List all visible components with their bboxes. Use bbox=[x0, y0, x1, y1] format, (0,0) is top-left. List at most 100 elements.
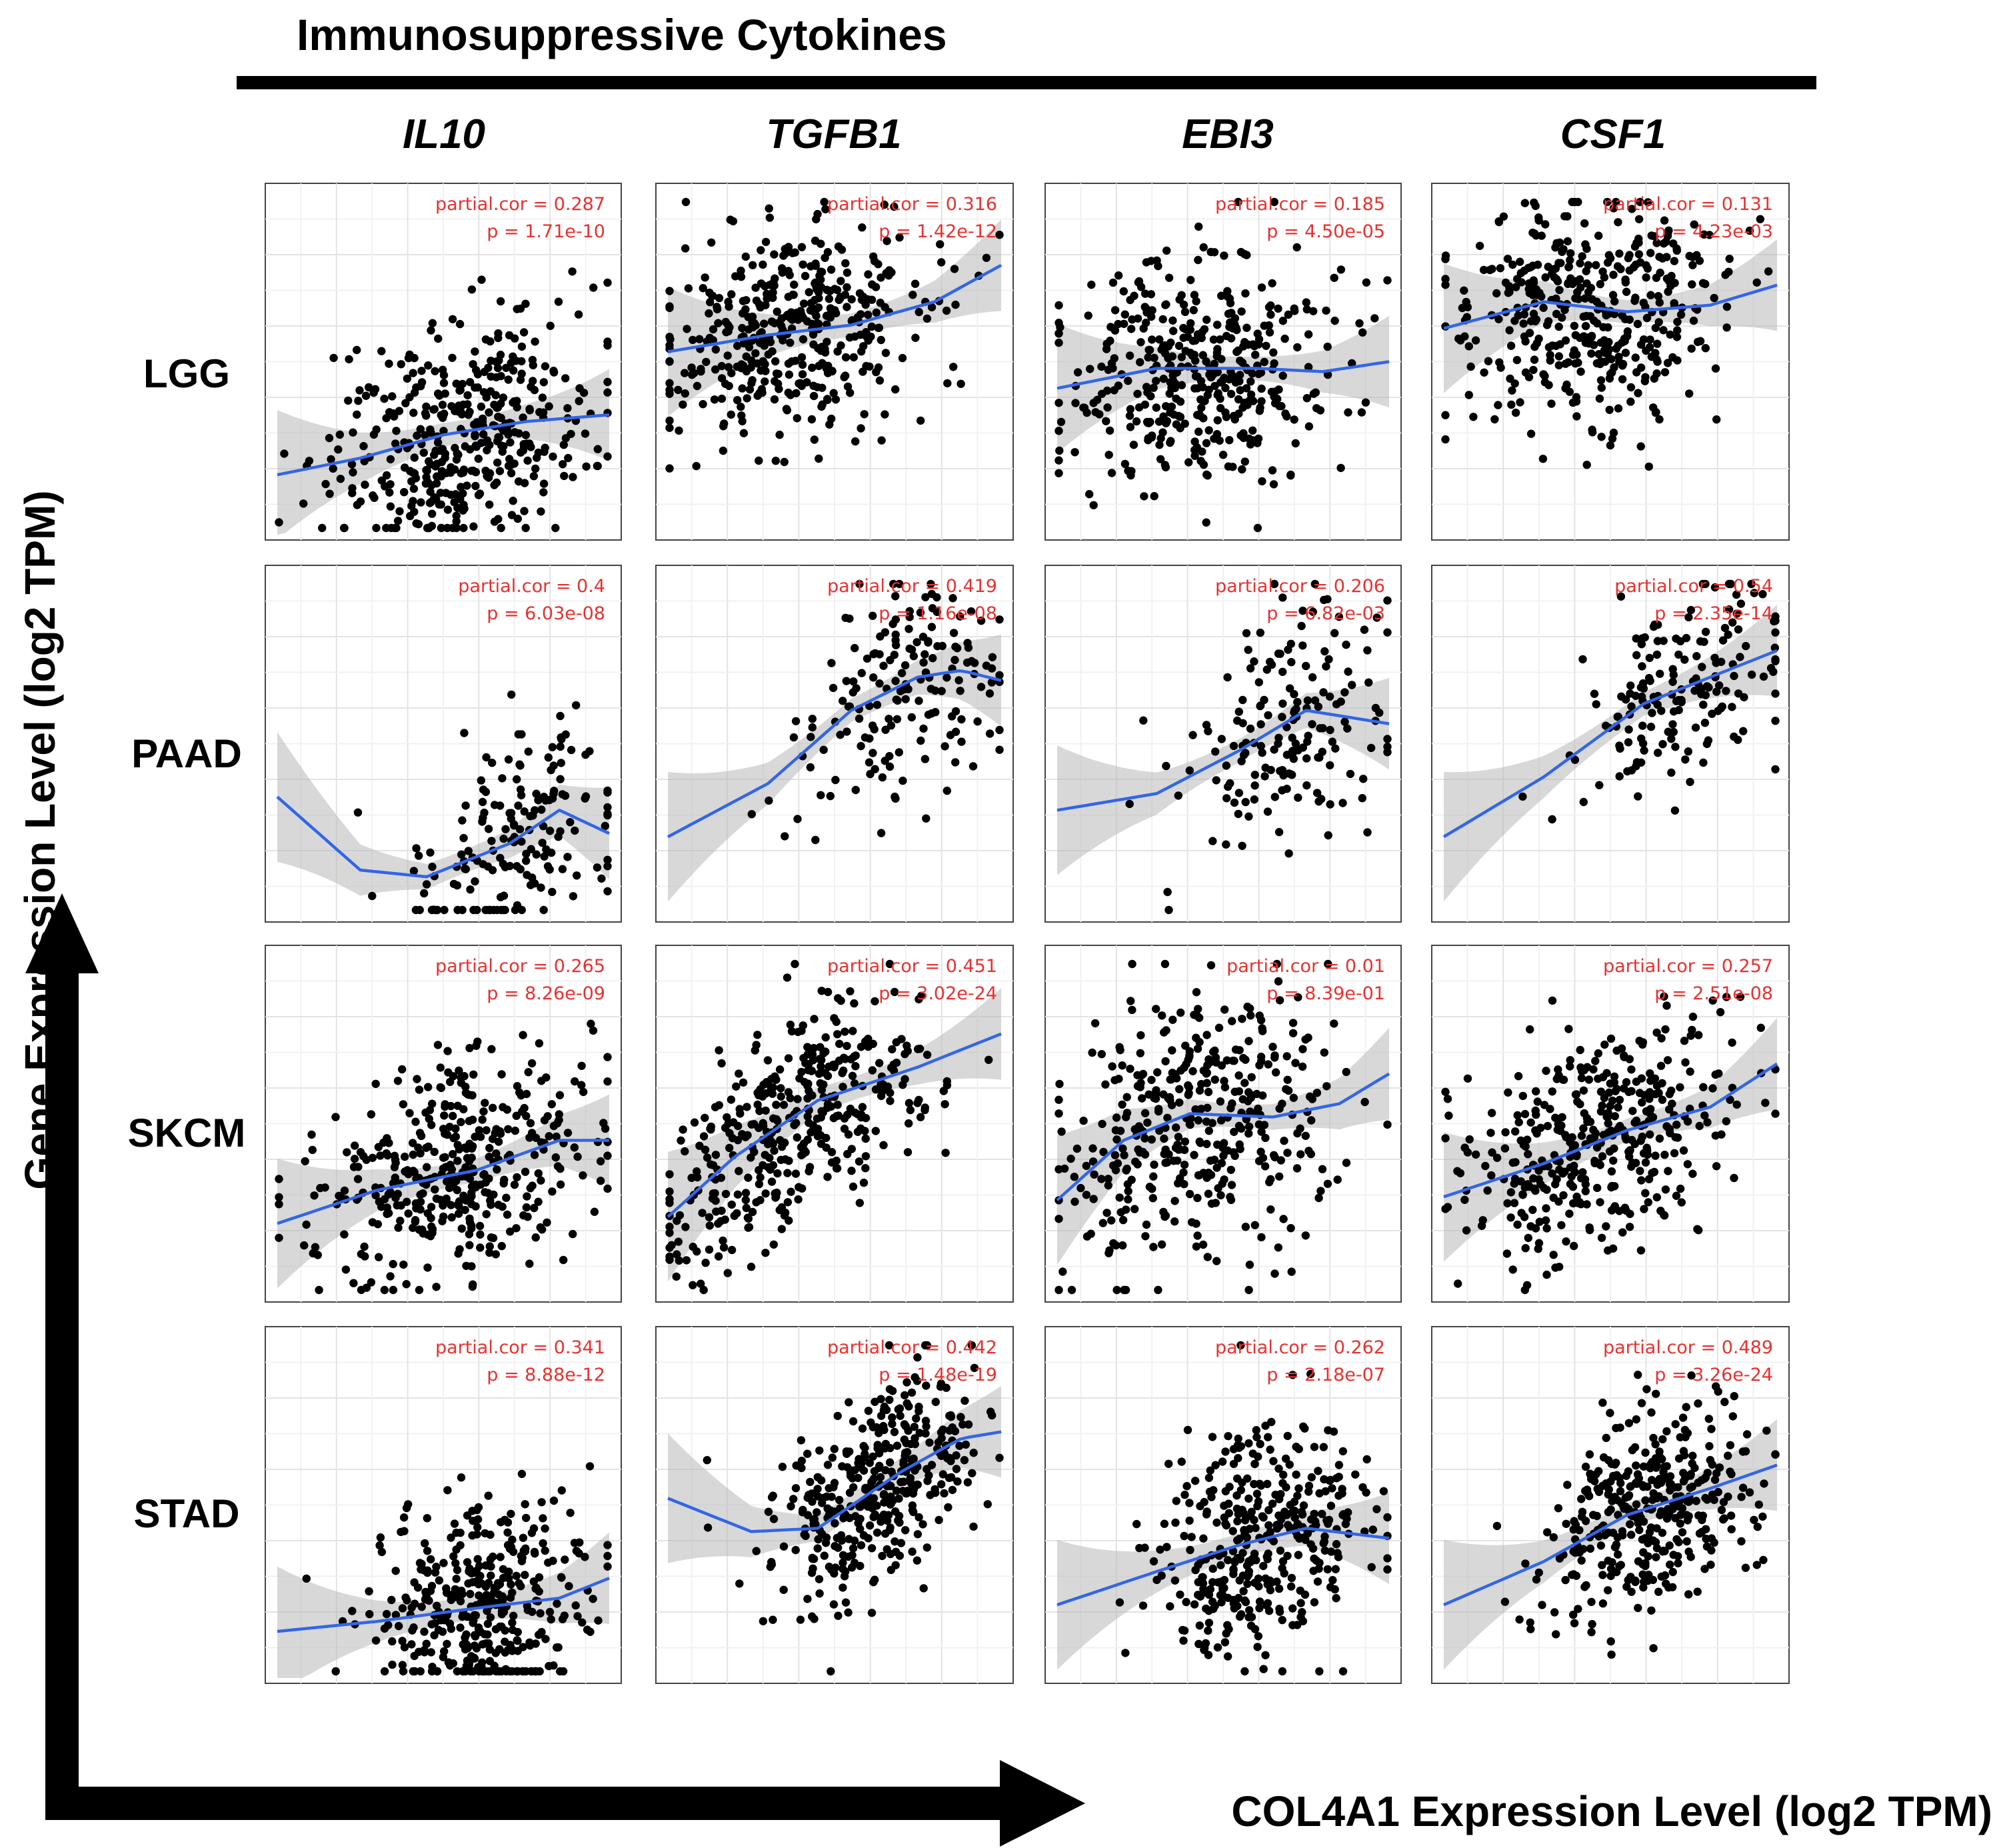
data-point bbox=[808, 723, 817, 732]
data-point bbox=[1586, 283, 1596, 293]
data-point bbox=[1236, 356, 1244, 365]
data-point bbox=[437, 1083, 446, 1093]
data-point bbox=[345, 355, 353, 364]
data-point bbox=[807, 415, 817, 424]
data-point bbox=[879, 1421, 888, 1431]
data-point bbox=[473, 418, 481, 427]
data-point bbox=[517, 448, 525, 457]
data-point bbox=[1184, 1055, 1192, 1065]
data-point bbox=[1531, 1106, 1540, 1115]
data-point bbox=[493, 905, 502, 915]
data-point bbox=[846, 987, 855, 996]
data-point bbox=[439, 1125, 448, 1133]
data-point bbox=[1718, 636, 1728, 645]
data-point bbox=[586, 1627, 595, 1636]
data-point bbox=[1216, 404, 1225, 413]
data-point bbox=[361, 1252, 369, 1261]
data-point bbox=[919, 724, 928, 733]
data-point bbox=[331, 1667, 340, 1676]
data-point bbox=[1538, 455, 1548, 463]
data-point bbox=[1170, 1217, 1179, 1226]
data-point bbox=[1559, 245, 1568, 253]
data-point bbox=[388, 1660, 397, 1669]
data-point bbox=[409, 484, 419, 493]
data-point bbox=[455, 1201, 463, 1211]
data-point bbox=[1204, 1087, 1213, 1097]
confidence-band bbox=[277, 1094, 609, 1289]
data-point bbox=[473, 1555, 482, 1563]
data-point bbox=[665, 385, 674, 395]
data-point bbox=[850, 999, 859, 1008]
data-point bbox=[559, 1255, 568, 1265]
data-point bbox=[1640, 746, 1648, 755]
data-point bbox=[708, 291, 717, 300]
data-point bbox=[1747, 579, 1756, 589]
data-point bbox=[1202, 721, 1211, 729]
data-point bbox=[985, 729, 995, 738]
data-point bbox=[960, 1456, 969, 1465]
data-point bbox=[1583, 1117, 1592, 1126]
data-point bbox=[507, 1509, 515, 1518]
data-point bbox=[881, 725, 890, 734]
data-point bbox=[850, 1559, 859, 1567]
data-point bbox=[1149, 1172, 1158, 1181]
data-point bbox=[1054, 1095, 1063, 1104]
data-point bbox=[784, 267, 793, 275]
data-point bbox=[855, 1157, 864, 1166]
data-point bbox=[1150, 492, 1158, 501]
data-point bbox=[865, 1521, 875, 1530]
data-point bbox=[469, 522, 478, 531]
data-point bbox=[855, 289, 865, 298]
data-point bbox=[774, 369, 783, 379]
data-point bbox=[1529, 1174, 1538, 1183]
data-point bbox=[422, 411, 431, 420]
data-point bbox=[405, 1109, 414, 1117]
data-point bbox=[466, 378, 475, 387]
data-point bbox=[1254, 1104, 1262, 1113]
data-point bbox=[1526, 1118, 1535, 1127]
data-point bbox=[1098, 1219, 1108, 1227]
data-point bbox=[1108, 278, 1118, 287]
data-point bbox=[1185, 766, 1194, 775]
data-point bbox=[665, 1222, 674, 1231]
data-point bbox=[988, 653, 997, 661]
data-point bbox=[318, 523, 327, 533]
data-point bbox=[1086, 365, 1094, 373]
data-point bbox=[1070, 1173, 1079, 1181]
data-point bbox=[1656, 1061, 1666, 1071]
data-point bbox=[809, 391, 819, 401]
data-point bbox=[665, 416, 674, 425]
data-point bbox=[348, 1607, 357, 1615]
data-point bbox=[1686, 777, 1694, 787]
data-point bbox=[1513, 1220, 1522, 1229]
data-point bbox=[877, 829, 886, 837]
data-point bbox=[1130, 1205, 1139, 1213]
data-point bbox=[1615, 249, 1624, 258]
data-point bbox=[1572, 277, 1580, 286]
data-point bbox=[1721, 271, 1730, 279]
data-point bbox=[1162, 1026, 1170, 1035]
data-point bbox=[443, 1177, 451, 1186]
data-point bbox=[1533, 260, 1542, 269]
data-point bbox=[1639, 335, 1648, 344]
data-point bbox=[1514, 1072, 1523, 1081]
data-point bbox=[1674, 705, 1683, 715]
data-point bbox=[1565, 1209, 1574, 1218]
data-point bbox=[457, 1224, 466, 1233]
data-point bbox=[1291, 1059, 1300, 1067]
data-point bbox=[1637, 1074, 1646, 1083]
data-point bbox=[1213, 416, 1222, 425]
data-point bbox=[503, 1528, 512, 1537]
data-point bbox=[476, 1243, 485, 1252]
data-point bbox=[477, 776, 485, 785]
data-point bbox=[862, 361, 871, 371]
data-point bbox=[1564, 358, 1573, 367]
data-point bbox=[463, 1613, 472, 1621]
data-point bbox=[1123, 1180, 1132, 1189]
data-point bbox=[501, 1573, 511, 1581]
data-point bbox=[465, 1157, 474, 1166]
data-point bbox=[777, 1092, 785, 1101]
data-point bbox=[680, 369, 689, 377]
data-point bbox=[1288, 747, 1297, 755]
data-point bbox=[1646, 1069, 1654, 1078]
